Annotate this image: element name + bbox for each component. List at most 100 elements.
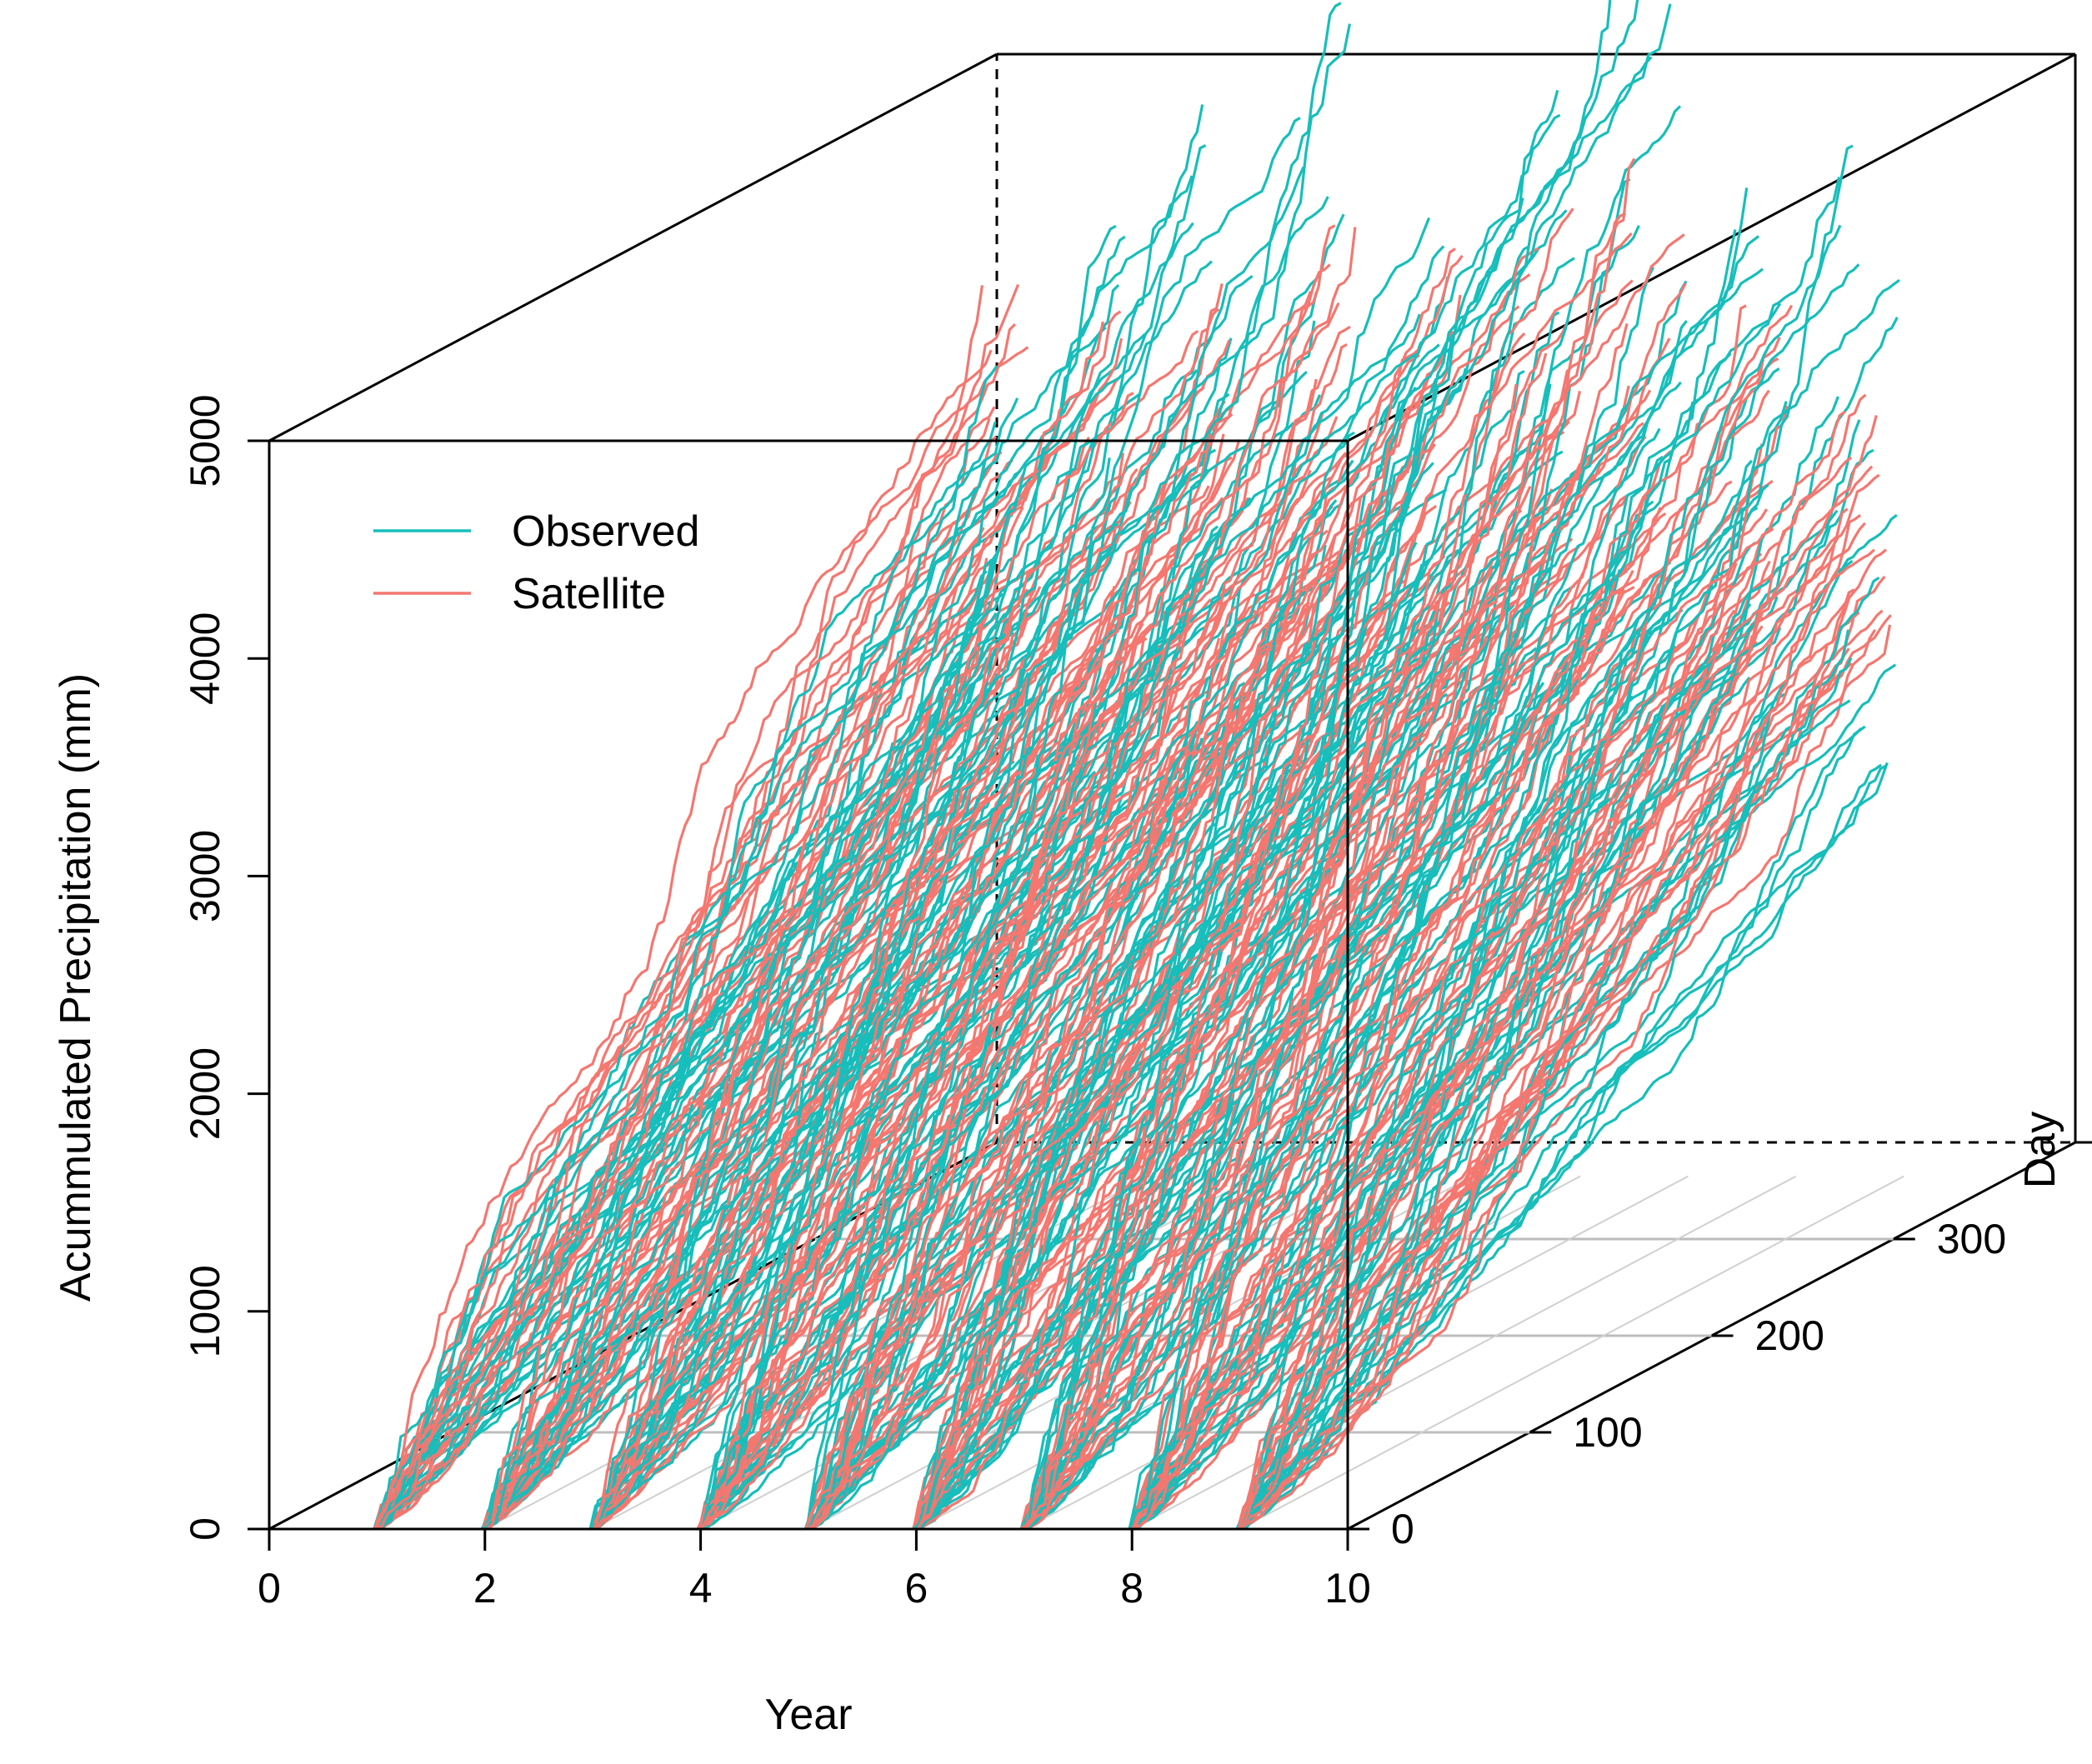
series-line-observed-year-4-20: [698, 23, 1351, 1530]
series-line-satellite-year-5-18: [807, 330, 1454, 1531]
series-line-satellite-year-6-11: [913, 420, 1570, 1531]
x-axis-title: Year: [764, 1691, 852, 1739]
series-line-satellite-year-8-13: [1130, 480, 1733, 1531]
series-line-observed-year-6-16: [913, 257, 1575, 1531]
series-line-satellite-year-1-18: [373, 349, 993, 1530]
plot-box-front: [268, 439, 1349, 1531]
series-line-observed-year-7-16: [1023, 177, 1631, 1531]
series-line-observed-year-9-8: [1236, 629, 1850, 1531]
series-line-satellite-year-3-4: [593, 598, 1212, 1531]
series-line-observed-year-7-15: [1021, 225, 1640, 1530]
series-line-satellite-year-9-20: [1238, 410, 1846, 1530]
y-tick-label-0: 0: [1391, 1506, 1414, 1552]
series-layer: [373, 0, 1900, 1531]
series-line-observed-year-6-20: [914, 113, 1561, 1530]
z-tick-label-5000: 5000: [182, 394, 228, 487]
x-tick-label-0: 0: [258, 1565, 281, 1612]
series-line-satellite-year-1-12: [378, 458, 1014, 1531]
series-line-satellite-year-5-9: [809, 492, 1434, 1530]
floor-guide-year-8: [1131, 1175, 1797, 1530]
z-tick-label-1000: 1000: [182, 1265, 228, 1357]
series-line-satellite-year-9-12: [1236, 522, 1866, 1531]
series-line-satellite-year-6-6: [916, 531, 1541, 1530]
series-line-satellite-year-1-20: [373, 283, 1020, 1530]
series-line-satellite-year-3-16: [590, 400, 1226, 1530]
series-line-satellite-year-7-19: [1024, 232, 1633, 1530]
series-line-observed-year-6-18: [916, 209, 1568, 1531]
series-line-satellite-year-4-13: [699, 412, 1324, 1530]
series-line-observed-year-4-13: [699, 370, 1308, 1530]
series-line-observed-year-5-21: [805, 217, 1431, 1530]
series-line-satellite-year-1-21: [376, 285, 984, 1531]
series-line-satellite-year-9-21: [1237, 393, 1867, 1531]
series-line-observed-year-4-19: [698, 117, 1301, 1530]
tick-layer: 0246810010002000300040005000010020030040…: [182, 394, 2092, 1612]
series-line-satellite-year-1-19: [375, 322, 1017, 1530]
x-tick-label-2: 2: [473, 1565, 497, 1612]
series-line-observed-year-7-10: [1019, 427, 1661, 1530]
series-line-observed-year-3-15: [591, 337, 1233, 1530]
series-line-satellite-year-2-11: [485, 501, 1132, 1531]
y-tick-label-100: 100: [1573, 1409, 1642, 1456]
series-line-observed-year-4-10: [702, 459, 1354, 1531]
series-line-observed-year-9-0: [1237, 762, 1889, 1531]
series-line-observed-year-8-21: [1129, 187, 1749, 1530]
series-line-observed-year-9-5: [1238, 699, 1851, 1531]
series-line-satellite-year-7-17: [1020, 279, 1634, 1531]
series-line-observed-year-1-20: [378, 397, 1019, 1530]
series-line-satellite-year-9-5: [1238, 609, 1884, 1531]
axis-labels: Year Acummulated Precipitation (mm) Day: [52, 673, 2064, 1739]
series-line-satellite-year-3-20: [590, 307, 1220, 1531]
series-line-satellite-year-7-10: [1023, 435, 1647, 1531]
series-line-satellite-year-6-20: [914, 247, 1539, 1530]
series-line-observed-year-6-9: [915, 532, 1524, 1531]
series-line-observed-year-6-21: [913, 89, 1559, 1531]
x-tick-label-4: 4: [689, 1565, 713, 1612]
series-line-satellite-year-8-16: [1129, 389, 1770, 1530]
series-line-observed-year-3-18: [591, 222, 1194, 1530]
series-line-observed-year-3-4: [592, 693, 1205, 1531]
series-line-satellite-year-5-17: [807, 353, 1420, 1531]
series-line-observed-year-4-21: [701, 2, 1342, 1530]
series-line-satellite-year-4-20: [698, 227, 1357, 1530]
series-line-satellite-year-5-11: [808, 470, 1410, 1531]
y-tick-label-200: 200: [1755, 1312, 1824, 1359]
series-line-observed-year-2-10: [485, 567, 1138, 1530]
series-line-observed-year-1-12: [374, 592, 1004, 1531]
series-line-satellite-year-2-17: [483, 393, 1098, 1530]
series-line-satellite-year-5-20: [806, 254, 1464, 1531]
series-line-satellite-year-7-18: [1023, 233, 1685, 1531]
series-line-observed-year-9-20: [1237, 177, 1841, 1530]
series-line-observed-year-7-17: [1024, 105, 1682, 1531]
series-line-observed-year-7-21: [1022, 0, 1612, 1530]
legend-label-observed: Observed: [512, 507, 699, 556]
series-line-satellite-year-7-20: [1024, 212, 1627, 1531]
series-line-observed-year-6-17: [917, 245, 1530, 1531]
series-line-observed-year-5-17: [810, 343, 1440, 1531]
series-line-observed-year-7-18: [1023, 56, 1653, 1531]
legend-label-satellite: Satellite: [512, 570, 666, 618]
floor-guide-year-9: [1239, 1175, 1904, 1530]
series-line-observed-year-3-21: [590, 104, 1204, 1531]
z-tick-label-2000: 2000: [182, 1047, 228, 1140]
series-line-satellite-year-6-17: [918, 332, 1526, 1531]
x-tick-label-10: 10: [1324, 1565, 1371, 1612]
series-line-observed-year-9-21: [1240, 144, 1854, 1530]
series-line-observed-year-6-13: [916, 383, 1552, 1531]
x-tick-label-8: 8: [1120, 1565, 1144, 1612]
series-line-observed-year-6-19: [915, 197, 1524, 1530]
series-line-observed-year-3-20: [593, 143, 1207, 1530]
series-line-satellite-year-9-10: [1241, 548, 1888, 1531]
series-line-satellite-year-6-21: [917, 207, 1574, 1530]
series-line-satellite-year-4-2: [698, 606, 1301, 1530]
y-axis-title: Day: [2016, 1112, 2064, 1188]
series-line-observed-year-3-19: [590, 175, 1194, 1531]
z-tick-label-0: 0: [182, 1517, 228, 1541]
series-line-observed-year-2-15: [486, 430, 1106, 1530]
z-tick-label-3000: 3000: [182, 830, 228, 922]
series-line-satellite-year-3-11: [591, 485, 1210, 1531]
z-axis-title: Acummulated Precipitation (mm): [52, 673, 100, 1302]
series-line-satellite-year-4-18: [698, 290, 1313, 1530]
